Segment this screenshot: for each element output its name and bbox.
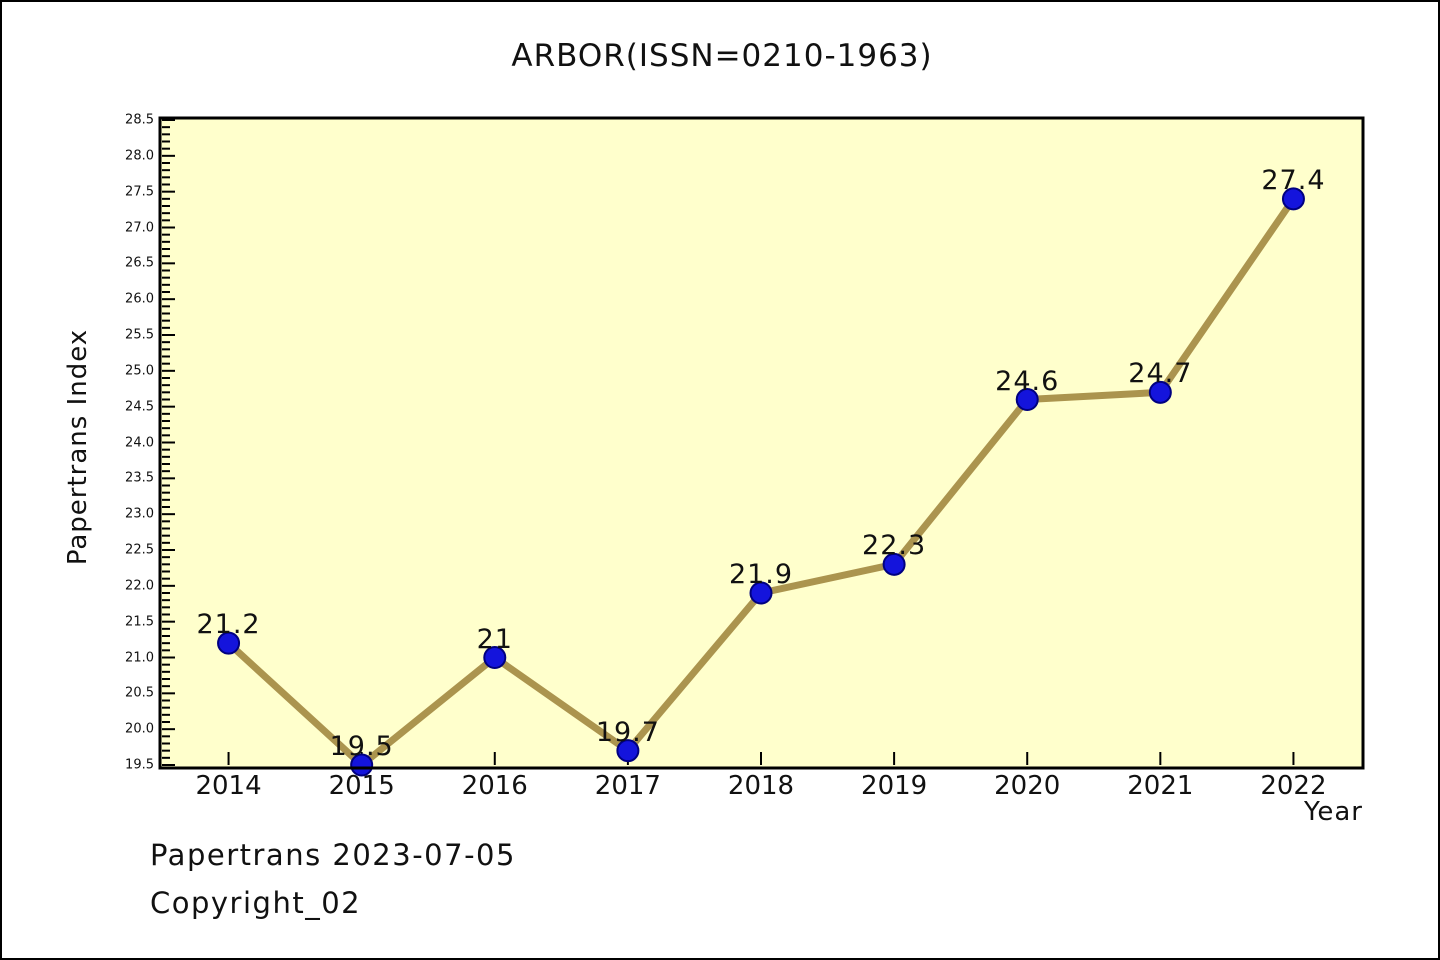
footer-date-text: Papertrans 2023-07-05: [150, 838, 516, 872]
data-point-label: 19.5: [329, 731, 394, 762]
data-point-marker: [217, 631, 241, 655]
y-tick-label: 22.5: [125, 542, 154, 558]
y-tick-label: 21.5: [125, 614, 154, 630]
x-tick-label: 2018: [727, 771, 795, 801]
data-point-label: 27.4: [1261, 164, 1326, 196]
x-tick-label: 2017: [594, 771, 661, 801]
y-tick-label: 28.5: [125, 112, 154, 128]
y-tick-label: 25.5: [125, 327, 154, 343]
x-tick-label: 2015: [328, 771, 395, 801]
y-tick-label: 25.0: [125, 363, 154, 379]
y-tick-label: 24.5: [125, 399, 154, 415]
x-tick-label: 2016: [461, 771, 528, 801]
data-point-label: 21.2: [196, 609, 261, 641]
data-point-label: 24.7: [1128, 358, 1193, 390]
y-tick-label: 26.5: [125, 255, 154, 271]
y-tick-label: 19.5: [125, 757, 154, 773]
y-axis-label: Papertrans Index: [63, 328, 93, 566]
y-tick-label: 28.0: [125, 148, 154, 164]
y-tick-label: 26.0: [125, 291, 154, 307]
data-point-marker: [1148, 380, 1172, 404]
x-tick-label: 2019: [861, 771, 928, 801]
y-tick-label: 22.0: [125, 578, 154, 594]
data-point-label: 24.6: [995, 365, 1060, 397]
y-tick-label: 20.0: [125, 721, 154, 737]
data-point-marker: [749, 581, 773, 605]
data-point-marker: [1015, 388, 1039, 411]
y-tick-label: 24.0: [125, 435, 154, 450]
y-tick-label: 23.0: [125, 506, 154, 522]
y-tick-label: 20.5: [125, 685, 154, 701]
footer-copyright-text: Copyright_02: [150, 886, 362, 920]
data-point-marker: [350, 753, 374, 777]
data-point-marker: [882, 552, 906, 576]
y-tick-label: 23.5: [125, 470, 154, 486]
plot-background: [160, 118, 1363, 768]
axis-frame: [158, 116, 1365, 770]
y-tick-label: 27.5: [125, 184, 154, 200]
data-point-label: 19.7: [595, 716, 660, 748]
data-point-label: 21.9: [728, 559, 794, 590]
chart-title: ARBOR(ISSN=0210-1963): [511, 38, 933, 74]
data-point-marker: [483, 646, 507, 669]
x-tick-label: 2020: [994, 771, 1061, 801]
y-tick-label: 27.0: [125, 220, 154, 235]
data-point-marker: [616, 739, 640, 763]
data-point-label: 21: [476, 623, 513, 655]
data-point-label: 22.3: [862, 530, 927, 562]
data-point-marker: [1281, 187, 1305, 211]
plot-area: [158, 116, 1365, 777]
x-tick-label: 2022: [1260, 771, 1327, 801]
x-tick-label: 2021: [1127, 771, 1194, 801]
y-tick-label: 21.0: [125, 650, 154, 665]
x-tick-label: 2014: [195, 771, 262, 801]
x-axis-label: Year: [1303, 797, 1363, 827]
